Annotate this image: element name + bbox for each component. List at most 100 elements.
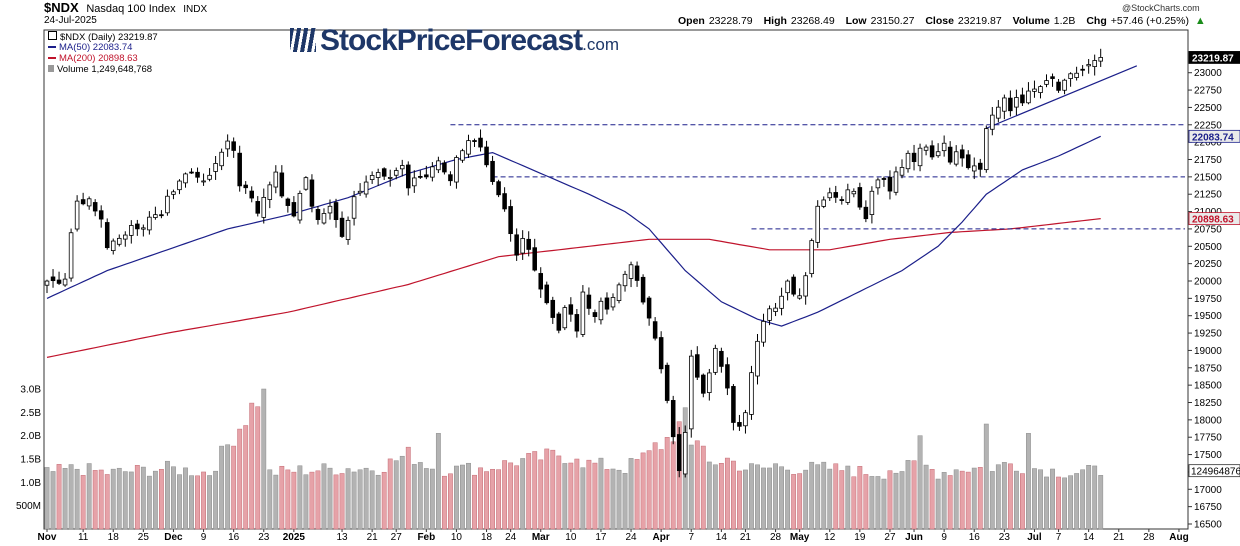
- candle-body: [785, 280, 790, 294]
- candle-body: [436, 160, 441, 171]
- candle-body: [442, 162, 447, 173]
- volume-bar: [869, 476, 875, 530]
- volume-bar: [604, 469, 610, 530]
- candle-body: [496, 181, 501, 196]
- volume-bar: [562, 463, 568, 530]
- price-tick-label: 16750: [1194, 502, 1222, 513]
- candle-body: [50, 276, 56, 282]
- volume-bar: [743, 469, 748, 530]
- volume-bar: [971, 467, 977, 530]
- volume-bar: [68, 464, 74, 530]
- candle-body: [905, 152, 911, 170]
- candle-body: [393, 170, 399, 176]
- price-tick-label: 17500: [1194, 450, 1222, 461]
- candle-body: [797, 295, 802, 299]
- volume-bar: [423, 468, 429, 530]
- candle-body: [604, 297, 610, 310]
- candle-body: [213, 163, 218, 172]
- x-tick-label: Mar: [532, 532, 550, 543]
- candle-body: [1026, 90, 1031, 104]
- price-tick-label: 23000: [1194, 68, 1222, 79]
- candle-body: [412, 177, 417, 187]
- candle-body: [472, 140, 477, 142]
- candle-body: [646, 297, 652, 319]
- volume-bar: [755, 464, 760, 530]
- volume-bar: [333, 474, 339, 530]
- candle-body: [574, 314, 580, 332]
- volume-bar: [261, 388, 267, 530]
- volume-bar: [387, 458, 393, 530]
- legend-volume: Volume 1,249,648,768: [48, 64, 152, 75]
- candle-body: [219, 151, 224, 167]
- high-label: High: [763, 15, 787, 27]
- candle-body: [947, 146, 953, 163]
- candle-body: [544, 284, 550, 304]
- candle-body: [502, 193, 507, 210]
- candle-body: [562, 307, 568, 329]
- price-tick-label: 18750: [1194, 363, 1222, 374]
- chart-symbol: $NDX Nasdaq 100 Index INDX: [44, 0, 207, 15]
- volume-bar: [369, 470, 375, 530]
- candle-body: [1020, 94, 1025, 104]
- x-tick-label: 17: [595, 532, 607, 543]
- volume-bar: [201, 471, 206, 530]
- volume-bar: [255, 406, 261, 530]
- candle-body: [996, 106, 1001, 119]
- candle-body: [141, 227, 146, 230]
- candle-body: [369, 175, 375, 180]
- volume-bar: [887, 470, 893, 530]
- volume-bar: [598, 457, 604, 530]
- candle-body: [586, 294, 592, 309]
- candle-body: [159, 214, 164, 217]
- candle-body: [110, 240, 116, 251]
- volume-bar: [989, 471, 995, 530]
- volume-bar: [339, 473, 345, 530]
- x-tick-label: 28: [770, 532, 782, 543]
- logo-suffix: .com: [582, 35, 619, 54]
- candle-body: [755, 340, 760, 377]
- candle-body: [622, 273, 628, 287]
- candle-body: [990, 114, 995, 130]
- volume-bar: [327, 467, 333, 530]
- x-tick-label: 21: [1113, 532, 1125, 543]
- volume-bar: [767, 467, 772, 530]
- candle-body: [279, 172, 285, 197]
- chg-value: +57.46 (+0.25%): [1110, 15, 1189, 27]
- price-tick-label: 18500: [1194, 381, 1222, 392]
- volume-bar: [556, 455, 562, 530]
- volume-bar: [670, 441, 676, 530]
- volume-bar: [315, 470, 321, 530]
- candle-body: [713, 347, 718, 373]
- candle-body: [682, 432, 688, 475]
- price-tick-label: 16500: [1194, 520, 1222, 531]
- volume-bar: [833, 463, 839, 530]
- volume-bar: [1056, 476, 1061, 530]
- volume-bar: [718, 463, 724, 530]
- candle-body: [953, 151, 959, 165]
- candle-body: [911, 152, 917, 163]
- candle-body: [652, 321, 658, 339]
- volume-bar: [941, 472, 947, 530]
- x-tick-label: 18: [481, 532, 493, 543]
- x-tick-label: 21: [740, 532, 752, 543]
- price-tick-label: 21500: [1194, 172, 1222, 183]
- price-label-box: [1188, 212, 1240, 226]
- x-tick-label: 24: [625, 532, 637, 543]
- candle-body: [147, 216, 152, 231]
- stockcharts-credit: @StockCharts.com: [1122, 3, 1200, 13]
- volume-bar: [86, 463, 92, 530]
- logo-mark-icon: [290, 28, 316, 52]
- volume-label: Volume: [1012, 15, 1050, 27]
- volume-tick-label: 3.0B: [20, 385, 41, 396]
- candle-body: [345, 219, 351, 240]
- candle-body: [923, 146, 929, 151]
- candle-body: [135, 223, 140, 230]
- candle-body: [538, 273, 544, 290]
- volume-bar: [514, 465, 520, 530]
- volume-bar: [1001, 462, 1007, 530]
- x-tick-label: 9: [201, 532, 207, 543]
- volume-bar: [183, 467, 188, 530]
- exchange: INDX: [183, 4, 208, 15]
- volume-bar: [219, 445, 225, 530]
